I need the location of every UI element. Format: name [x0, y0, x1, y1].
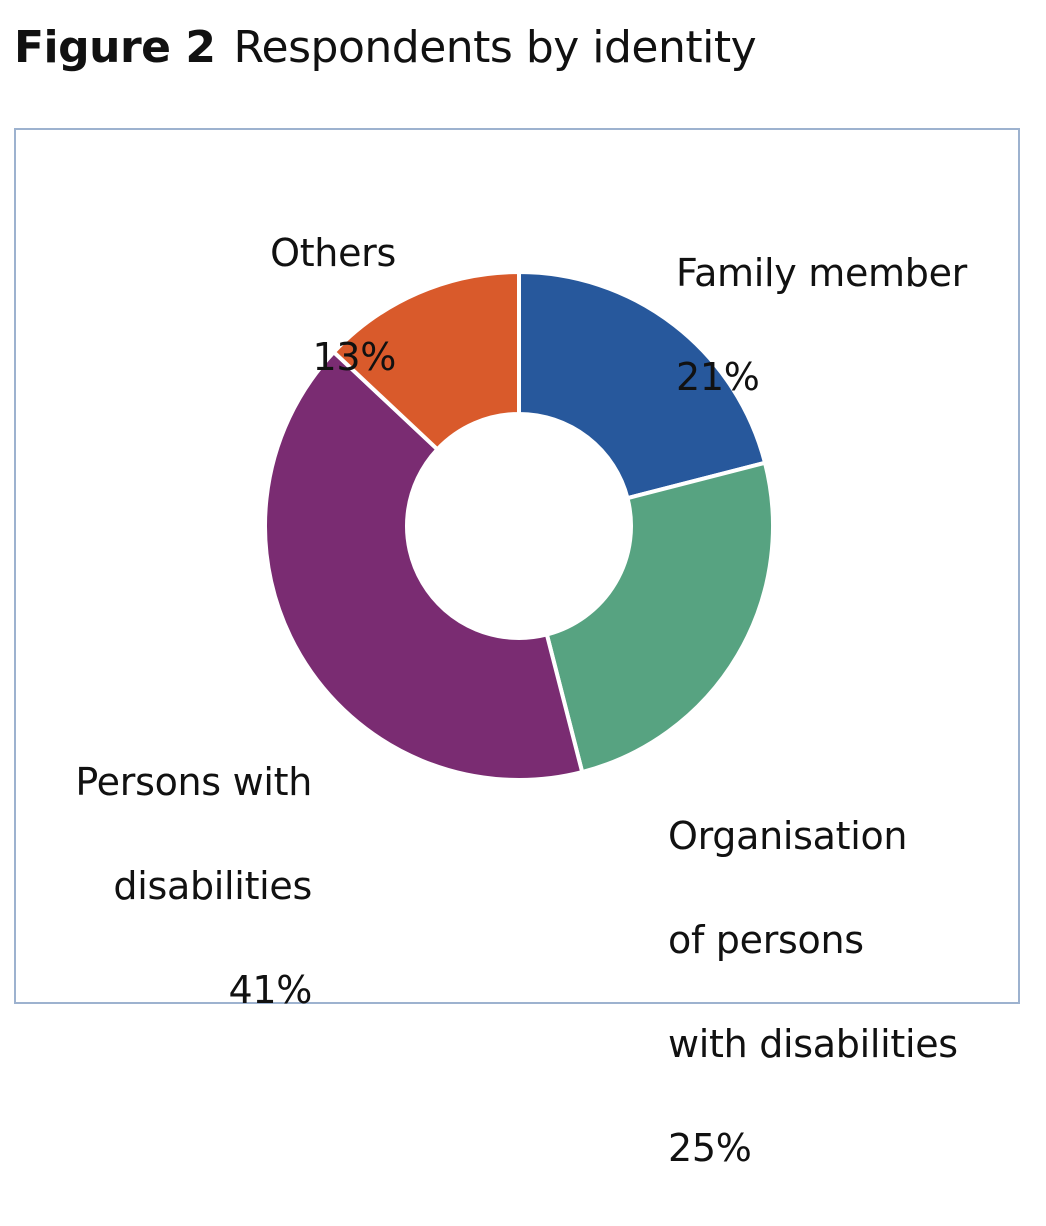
label-pwd-pct: 41% [228, 968, 312, 1012]
figure-title: Figure 2 Respondents by identity [14, 16, 757, 80]
label-others-name: Others [270, 231, 396, 275]
figure-caption: Respondents by identity [233, 22, 757, 73]
label-pwd-line2: disabilities [113, 864, 312, 908]
label-org-line3: with disabilities [668, 1022, 958, 1066]
chart-frame: Family member 21% Organisation of person… [14, 128, 1020, 1170]
label-others: Others 13% [166, 175, 396, 435]
label-others-pct: 13% [312, 335, 396, 379]
label-pwd-line1: Persons with [75, 760, 312, 804]
figure-number: Figure 2 [14, 22, 216, 73]
label-org-line2: of persons [668, 918, 864, 962]
donut-slice-family-member [517, 269, 768, 501]
label-org-line1: Organisation [668, 814, 908, 858]
label-org-pct: 25% [668, 1126, 752, 1170]
donut-slice-persons-with-disabilities [263, 349, 585, 782]
donut-slice-organisation-of-persons-with-disabilities [544, 460, 775, 775]
label-organisation-of-persons-with-disabilities: Organisation of persons with disabilitie… [668, 758, 958, 1226]
label-family-member-name: Family member [676, 251, 967, 295]
label-persons-with-disabilities: Persons with disabilities 41% [36, 704, 312, 1068]
donut-slice-others [331, 269, 521, 453]
label-family-member: Family member 21% [676, 195, 967, 455]
label-family-member-pct: 21% [676, 355, 760, 399]
donut-chart [263, 269, 775, 782]
